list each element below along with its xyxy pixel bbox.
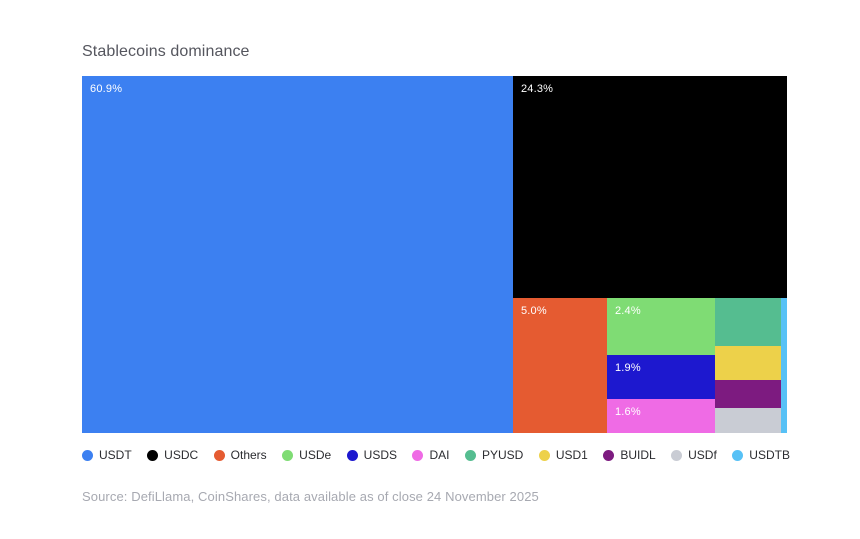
treemap-cell-usdf[interactable] (714, 407, 781, 433)
treemap-cell-usdtb[interactable] (780, 297, 787, 433)
legend-dot-icon (282, 449, 294, 461)
treemap-cell-usdc[interactable]: 24.3% (512, 76, 787, 298)
treemap-cell-value-label: 60.9% (90, 83, 123, 95)
legend-label: USDf (688, 448, 717, 462)
legend-dot-icon (732, 449, 744, 461)
treemap-cell-pyusd[interactable] (714, 297, 781, 346)
treemap-cell-usde[interactable]: 2.4% (606, 297, 715, 355)
legend-dot-icon (671, 449, 683, 461)
legend-label: DAI (429, 448, 450, 462)
legend: USDT USDC Others USDe USDS DAI PYUSD USD1 BUIDL U… (82, 448, 790, 462)
treemap-cell-dai[interactable]: 1.6% (606, 398, 715, 433)
treemap: 60.9% 24.3% 5.0% 2.4% 1.9% 1.6% (82, 76, 787, 433)
legend-item-buidl[interactable]: BUIDL (603, 448, 656, 462)
legend-dot-icon (346, 449, 358, 461)
legend-item-usd1[interactable]: USD1 (538, 448, 588, 462)
treemap-cell-usdt[interactable]: 60.9% (82, 76, 513, 433)
legend-item-usdc[interactable]: USDC (147, 448, 198, 462)
legend-item-others[interactable]: Others (213, 448, 267, 462)
legend-item-usds[interactable]: USDS (346, 448, 397, 462)
legend-label: USDe (299, 448, 332, 462)
treemap-cell-buidl[interactable] (714, 379, 781, 408)
legend-item-usde[interactable]: USDe (282, 448, 331, 462)
treemap-cell-usd1[interactable] (714, 345, 781, 380)
legend-label: BUIDL (620, 448, 656, 462)
legend-label: USD1 (555, 448, 588, 462)
legend-label: PYUSD (481, 448, 524, 462)
legend-label: USDT (99, 448, 132, 462)
treemap-cell-value-label: 1.9% (614, 361, 641, 374)
legend-item-usdf[interactable]: USDf (671, 448, 717, 462)
treemap-cell-others[interactable]: 5.0% (512, 297, 607, 433)
legend-label: USDC (164, 448, 199, 462)
treemap-cell-value-label: 24.3% (520, 83, 554, 95)
legend-dot-icon (147, 449, 159, 461)
legend-dot-icon (82, 449, 93, 461)
legend-dot-icon (412, 449, 424, 461)
treemap-cell-usds[interactable]: 1.9% (606, 354, 715, 399)
legend-item-dai[interactable]: DAI (412, 448, 450, 462)
legend-dot-icon (538, 449, 550, 461)
legend-item-usdt[interactable]: USDT (82, 448, 132, 462)
legend-dot-icon (213, 449, 225, 461)
chart-title: Stablecoins dominance (82, 43, 250, 60)
source-note: Source: DefiLlama, CoinShares, data avai… (82, 489, 539, 504)
legend-item-usdtb[interactable]: USDTB (732, 448, 790, 462)
legend-label: USDTB (749, 448, 790, 462)
legend-dot-icon (603, 449, 615, 461)
legend-label: Others (230, 448, 267, 462)
legend-item-pyusd[interactable]: PYUSD (464, 448, 524, 462)
legend-label: USDS (363, 448, 397, 462)
treemap-cell-value-label: 2.4% (614, 304, 641, 317)
legend-dot-icon (464, 449, 476, 461)
treemap-cell-value-label: 1.6% (614, 405, 641, 418)
treemap-cell-value-label: 5.0% (520, 304, 547, 317)
